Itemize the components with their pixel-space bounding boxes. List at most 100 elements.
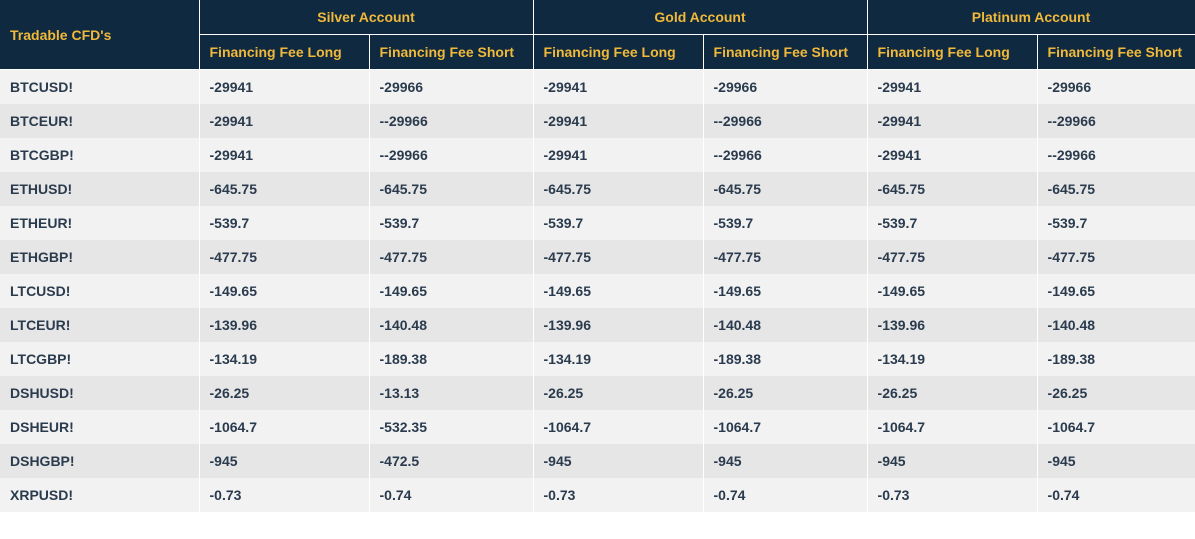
subcol-gold-short: Financing Fee Short <box>703 35 867 70</box>
table-body: BTCUSD!-29941-29966-29941-29966-29941-29… <box>0 70 1195 513</box>
value-cell: -477.75 <box>199 240 369 274</box>
symbol-cell: ETHUSD! <box>0 172 199 206</box>
value-cell: -645.75 <box>867 172 1037 206</box>
value-cell: -139.96 <box>199 308 369 342</box>
value-cell: -945 <box>533 444 703 478</box>
value-cell: --29966 <box>703 104 867 138</box>
value-cell: -539.7 <box>369 206 533 240</box>
value-cell: -1064.7 <box>1037 410 1195 444</box>
value-cell: -149.65 <box>199 274 369 308</box>
table-row: ETHUSD!-645.75-645.75-645.75-645.75-645.… <box>0 172 1195 206</box>
symbol-cell: LTCGBP! <box>0 342 199 376</box>
value-cell: -645.75 <box>703 172 867 206</box>
value-cell: -149.65 <box>1037 274 1195 308</box>
value-cell: -149.65 <box>703 274 867 308</box>
value-cell: -645.75 <box>199 172 369 206</box>
table-row: LTCUSD!-149.65-149.65-149.65-149.65-149.… <box>0 274 1195 308</box>
symbol-cell: LTCUSD! <box>0 274 199 308</box>
value-cell: -477.75 <box>703 240 867 274</box>
value-cell: -539.7 <box>1037 206 1195 240</box>
value-cell: -26.25 <box>867 376 1037 410</box>
symbol-cell: ETHGBP! <box>0 240 199 274</box>
value-cell: -539.7 <box>867 206 1037 240</box>
value-cell: -134.19 <box>867 342 1037 376</box>
value-cell: --29966 <box>1037 104 1195 138</box>
table-row: BTCUSD!-29941-29966-29941-29966-29941-29… <box>0 70 1195 105</box>
value-cell: -26.25 <box>703 376 867 410</box>
symbol-cell: DSHUSD! <box>0 376 199 410</box>
table-row: LTCGBP!-134.19-189.38-134.19-189.38-134.… <box>0 342 1195 376</box>
subcol-gold-long: Financing Fee Long <box>533 35 703 70</box>
value-cell: -139.96 <box>533 308 703 342</box>
table-row: XRPUSD!-0.73-0.74-0.73-0.74-0.73-0.74 <box>0 478 1195 512</box>
table-row: BTCGBP!-29941--29966-29941--29966-29941-… <box>0 138 1195 172</box>
table-row: ETHEUR!-539.7-539.7-539.7-539.7-539.7-53… <box>0 206 1195 240</box>
corner-header: Tradable CFD's <box>0 0 199 70</box>
value-cell: -140.48 <box>369 308 533 342</box>
value-cell: -0.74 <box>1037 478 1195 512</box>
value-cell: -29941 <box>199 104 369 138</box>
symbol-cell: BTCUSD! <box>0 70 199 105</box>
value-cell: -29941 <box>867 104 1037 138</box>
value-cell: -1064.7 <box>199 410 369 444</box>
value-cell: -149.65 <box>533 274 703 308</box>
table-row: DSHEUR!-1064.7-532.35-1064.7-1064.7-1064… <box>0 410 1195 444</box>
account-group-platinum: Platinum Account <box>867 0 1195 35</box>
subcol-platinum-long: Financing Fee Long <box>867 35 1037 70</box>
value-cell: --29966 <box>1037 138 1195 172</box>
value-cell: -945 <box>703 444 867 478</box>
account-group-silver: Silver Account <box>199 0 533 35</box>
value-cell: -945 <box>1037 444 1195 478</box>
symbol-cell: LTCEUR! <box>0 308 199 342</box>
value-cell: -477.75 <box>533 240 703 274</box>
value-cell: -149.65 <box>369 274 533 308</box>
value-cell: -0.74 <box>369 478 533 512</box>
value-cell: -29966 <box>1037 70 1195 105</box>
value-cell: -29941 <box>533 70 703 105</box>
value-cell: -29941 <box>533 104 703 138</box>
value-cell: -140.48 <box>1037 308 1195 342</box>
symbol-cell: ETHEUR! <box>0 206 199 240</box>
value-cell: -472.5 <box>369 444 533 478</box>
subcol-silver-long: Financing Fee Long <box>199 35 369 70</box>
value-cell: -0.74 <box>703 478 867 512</box>
value-cell: -645.75 <box>533 172 703 206</box>
value-cell: --29966 <box>369 138 533 172</box>
value-cell: -1064.7 <box>533 410 703 444</box>
value-cell: -477.75 <box>867 240 1037 274</box>
value-cell: -189.38 <box>369 342 533 376</box>
value-cell: -29941 <box>533 138 703 172</box>
table-row: BTCEUR!-29941--29966-29941--29966-29941-… <box>0 104 1195 138</box>
account-group-gold: Gold Account <box>533 0 867 35</box>
value-cell: -29941 <box>199 138 369 172</box>
value-cell: -189.38 <box>703 342 867 376</box>
symbol-cell: XRPUSD! <box>0 478 199 512</box>
table-row: DSHGBP!-945-472.5-945-945-945-945 <box>0 444 1195 478</box>
symbol-cell: BTCGBP! <box>0 138 199 172</box>
value-cell: -134.19 <box>199 342 369 376</box>
value-cell: -29941 <box>199 70 369 105</box>
value-cell: -149.65 <box>867 274 1037 308</box>
symbol-cell: BTCEUR! <box>0 104 199 138</box>
value-cell: -0.73 <box>199 478 369 512</box>
value-cell: -1064.7 <box>703 410 867 444</box>
value-cell: -532.35 <box>369 410 533 444</box>
value-cell: -29966 <box>703 70 867 105</box>
value-cell: -140.48 <box>703 308 867 342</box>
value-cell: --29966 <box>369 104 533 138</box>
value-cell: -645.75 <box>369 172 533 206</box>
value-cell: -0.73 <box>867 478 1037 512</box>
financing-fee-table: Tradable CFD's Silver Account Gold Accou… <box>0 0 1195 512</box>
subcol-platinum-short: Financing Fee Short <box>1037 35 1195 70</box>
value-cell: -29941 <box>867 138 1037 172</box>
value-cell: -477.75 <box>369 240 533 274</box>
value-cell: -645.75 <box>1037 172 1195 206</box>
symbol-cell: DSHGBP! <box>0 444 199 478</box>
table-row: ETHGBP!-477.75-477.75-477.75-477.75-477.… <box>0 240 1195 274</box>
value-cell: -139.96 <box>867 308 1037 342</box>
value-cell: -539.7 <box>533 206 703 240</box>
value-cell: -945 <box>867 444 1037 478</box>
value-cell: -539.7 <box>703 206 867 240</box>
symbol-cell: DSHEUR! <box>0 410 199 444</box>
subcol-silver-short: Financing Fee Short <box>369 35 533 70</box>
